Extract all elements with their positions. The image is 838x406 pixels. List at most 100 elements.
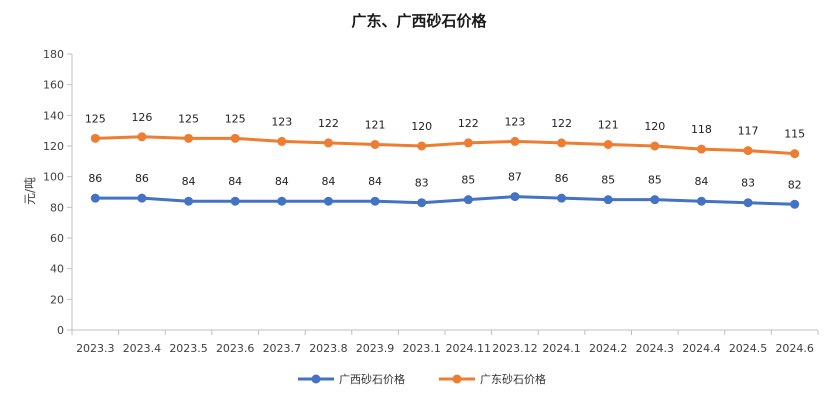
- series-line: [93, 195, 797, 206]
- legend-item-1: 广西砂石价格: [298, 372, 405, 386]
- x-tick-label: 2023.12: [492, 342, 538, 355]
- data-point: [696, 144, 706, 154]
- data-point: [696, 196, 706, 206]
- data-point: [137, 132, 147, 142]
- data-label: 86: [88, 172, 102, 185]
- y-tick-label: 100: [43, 171, 64, 184]
- x-tick-label: 2024.2: [589, 342, 628, 355]
- x-tick-label: 2024.5: [729, 342, 768, 355]
- data-point: [790, 149, 800, 159]
- data-point: [90, 193, 100, 203]
- legend-swatch-marker: [311, 374, 321, 384]
- data-point: [790, 199, 800, 209]
- data-point: [557, 193, 567, 203]
- data-label: 82: [788, 178, 802, 191]
- data-label: 86: [555, 172, 569, 185]
- data-label: 85: [601, 174, 615, 187]
- data-point: [277, 136, 287, 146]
- data-point: [323, 138, 333, 148]
- data-point: [463, 138, 473, 148]
- data-point: [137, 193, 147, 203]
- series-2: 125 126 125 125 123 122 121 120 122 123 122 121 120 1…: [85, 111, 805, 159]
- data-label: 84: [182, 175, 196, 188]
- series-1: 86 86 84 84 84 84 84 83 85 87 86 85 85 84 83 82: [88, 171, 802, 209]
- y-tick-label: 140: [43, 109, 64, 122]
- x-tick-label: 2024.3: [636, 342, 675, 355]
- axes: 0 20 40 60 80 100 120 140 160 180 2023.3 2023.4 2023…: [43, 48, 819, 355]
- data-point: [370, 139, 380, 149]
- x-tick-label: 2024.11: [446, 342, 492, 355]
- y-tick-label: 0: [57, 324, 64, 337]
- data-point: [370, 196, 380, 206]
- y-tick-label: 180: [43, 48, 64, 61]
- data-point: [463, 195, 473, 205]
- data-label: 122: [318, 117, 339, 130]
- data-label: 126: [131, 111, 152, 124]
- data-label: 86: [135, 172, 149, 185]
- data-label: 115: [784, 128, 805, 141]
- data-label: 118: [691, 123, 712, 136]
- data-point: [603, 139, 613, 149]
- data-point: [184, 133, 194, 143]
- x-tick-label: 2023.1: [402, 342, 441, 355]
- data-label: 84: [694, 175, 708, 188]
- x-tick-label: 2023.7: [263, 342, 302, 355]
- y-tick-label: 40: [50, 263, 64, 276]
- legend-label: 广东砂石价格: [480, 372, 546, 386]
- data-point: [230, 133, 240, 143]
- x-tick-label: 2024.6: [775, 342, 814, 355]
- data-point: [650, 195, 660, 205]
- data-label: 84: [228, 175, 242, 188]
- y-tick-label: 60: [50, 232, 64, 245]
- y-tick-label: 20: [50, 293, 64, 306]
- data-label: 84: [368, 175, 382, 188]
- data-point: [510, 192, 520, 202]
- data-point: [184, 196, 194, 206]
- data-label: 123: [271, 115, 292, 128]
- x-tick-label: 2023.4: [123, 342, 162, 355]
- x-tick-label: 2023.5: [169, 342, 208, 355]
- data-point: [230, 196, 240, 206]
- y-tick-label: 160: [43, 79, 64, 92]
- data-label: 122: [551, 117, 572, 130]
- data-point: [90, 133, 100, 143]
- y-tick-label: 80: [50, 201, 64, 214]
- data-label: 120: [411, 120, 432, 133]
- x-tick-label: 2024.1: [542, 342, 581, 355]
- data-label: 83: [415, 177, 429, 190]
- data-point: [603, 195, 613, 205]
- data-point: [510, 136, 520, 146]
- data-point: [743, 198, 753, 208]
- legend-label: 广西砂石价格: [339, 372, 405, 386]
- data-point: [650, 141, 660, 151]
- data-point: [417, 141, 427, 151]
- data-point: [743, 146, 753, 156]
- x-tick-label: 2023.3: [76, 342, 115, 355]
- x-tick-label: 2023.8: [309, 342, 348, 355]
- chart-title: 广东、广西砂石价格: [351, 12, 487, 30]
- legend-swatch-marker: [452, 374, 462, 384]
- data-label: 87: [508, 171, 522, 184]
- data-label: 85: [648, 174, 662, 187]
- data-label: 125: [178, 112, 199, 125]
- data-label: 125: [225, 112, 246, 125]
- legend-item-2: 广东砂石价格: [439, 372, 546, 386]
- x-tick-label: 2023.6: [216, 342, 255, 355]
- legend: 广西砂石价格 广东砂石价格: [298, 372, 546, 386]
- data-point: [277, 196, 287, 206]
- series-line: [93, 135, 797, 156]
- data-point: [323, 196, 333, 206]
- data-label: 83: [741, 177, 755, 190]
- data-label: 121: [598, 118, 619, 131]
- y-axis-title: 元/吨: [23, 177, 37, 205]
- x-tick-label: 2024.4: [682, 342, 721, 355]
- data-label: 123: [504, 115, 525, 128]
- data-label: 84: [321, 175, 335, 188]
- data-point: [417, 198, 427, 208]
- data-label: 117: [738, 125, 759, 138]
- x-tick-label: 2023.9: [356, 342, 395, 355]
- data-label: 85: [461, 174, 475, 187]
